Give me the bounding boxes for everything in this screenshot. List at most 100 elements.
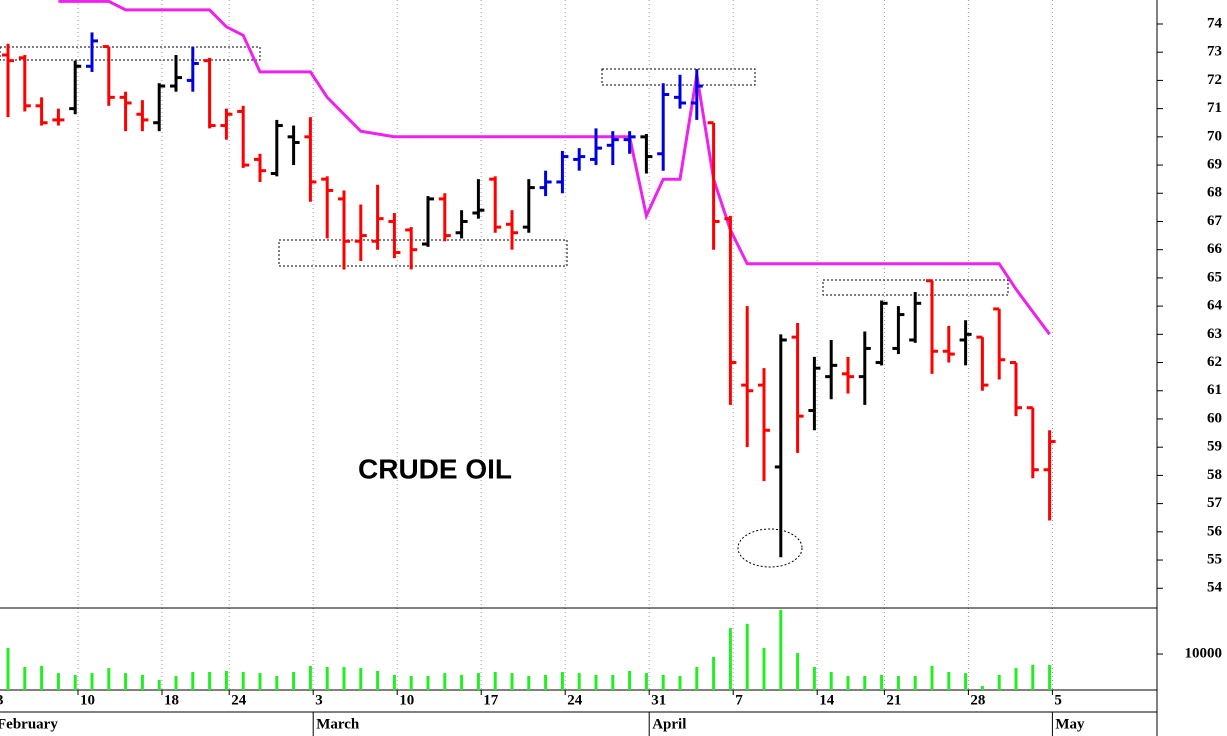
y-tick-label: 72	[1207, 72, 1222, 88]
indicator-line	[58, 0, 1051, 336]
volume-bar	[997, 674, 1001, 690]
x-tick-label: 14	[819, 692, 835, 708]
y-tick-label: 57	[1207, 495, 1223, 511]
month-label: February	[0, 716, 58, 732]
volume-bar	[728, 628, 732, 690]
volume-bar	[493, 672, 497, 690]
volume-bar	[1048, 664, 1052, 690]
annotation-box	[0, 46, 261, 61]
y-tick-label: 63	[1207, 326, 1222, 342]
volume-bar	[392, 674, 396, 690]
volume-bar	[812, 666, 816, 690]
volume-bar	[628, 670, 632, 690]
y-tick-label: 65	[1207, 269, 1222, 285]
volume-bar	[947, 672, 951, 690]
volume-bar	[527, 675, 531, 690]
volume-bar	[124, 673, 128, 690]
volume-bar	[443, 673, 447, 690]
volume-bar	[930, 665, 934, 690]
volume-bar	[964, 673, 968, 690]
volume-bar	[409, 675, 413, 690]
volume-bar	[208, 672, 212, 690]
volume-bar	[275, 675, 279, 690]
x-tick-label: 28	[970, 692, 985, 708]
volume-bar	[23, 666, 27, 690]
volume-bar	[829, 672, 833, 690]
volume-bar	[544, 674, 548, 690]
y-tick-label: 55	[1207, 551, 1222, 567]
month-label: March	[316, 716, 360, 732]
volume-bar	[224, 670, 228, 690]
y-tick-label: 73	[1207, 44, 1222, 60]
x-tick-label: 31	[651, 692, 666, 708]
volume-bar	[594, 674, 598, 690]
y-tick-label: 66	[1207, 241, 1223, 257]
volume-bar	[1014, 668, 1018, 690]
volume-bar	[174, 675, 178, 690]
volume-bar	[426, 675, 430, 690]
volume-bar	[308, 665, 312, 690]
volume-bar	[157, 679, 161, 690]
y-tick-label: 54	[1207, 580, 1223, 596]
volume-bar	[325, 666, 329, 690]
volume-bar	[712, 656, 716, 690]
month-label: May	[1055, 716, 1085, 732]
annotation-ellipse	[737, 528, 803, 568]
volume-bar	[745, 623, 749, 690]
volume-bar	[896, 675, 900, 690]
y-tick-label: 70	[1207, 128, 1222, 144]
x-tick-label: 3	[0, 692, 4, 708]
y-tick-label: 62	[1207, 354, 1222, 370]
y2-tick-label: 10000	[1185, 645, 1223, 661]
y-tick-label: 61	[1207, 382, 1222, 398]
volume-bar	[476, 673, 480, 690]
volume-bar	[6, 647, 10, 690]
volume-bar	[661, 674, 665, 690]
volume-bar	[342, 666, 346, 690]
y-tick-label: 58	[1207, 467, 1222, 483]
volume-bar	[980, 686, 984, 690]
volume-bar	[56, 673, 60, 690]
chart-title: CRUDE OIL	[358, 453, 512, 484]
y-tick-label: 74	[1207, 15, 1223, 31]
y-tick-label: 71	[1207, 100, 1222, 116]
x-tick-label: 18	[164, 692, 179, 708]
month-label: April	[652, 716, 686, 732]
volume-bar	[510, 673, 514, 690]
volume-bar	[846, 675, 850, 690]
y-tick-label: 69	[1207, 156, 1222, 172]
volume-bar	[695, 666, 699, 690]
x-tick-label: 3	[315, 692, 323, 708]
volume-bar	[762, 647, 766, 690]
volume-bar	[258, 673, 262, 690]
volume-bar	[40, 665, 44, 690]
x-tick-label: 10	[399, 692, 414, 708]
volume-bar	[880, 674, 884, 690]
volume-bar	[241, 672, 245, 690]
x-tick-label: 21	[886, 692, 901, 708]
x-tick-label: 7	[735, 692, 743, 708]
volume-bar	[292, 672, 296, 690]
x-tick-label: 10	[80, 692, 95, 708]
volume-bar	[376, 670, 380, 690]
volume-bar	[779, 609, 783, 690]
volume-bar	[107, 668, 111, 690]
volume-bar	[460, 674, 464, 690]
volume-bar	[913, 675, 917, 690]
grid	[77, 0, 1053, 690]
y-tick-label: 60	[1207, 410, 1222, 426]
y-tick-label: 67	[1207, 213, 1223, 229]
x-tick-label: 24	[567, 692, 583, 708]
y-tick-label: 68	[1207, 185, 1222, 201]
volume-bar	[73, 674, 77, 690]
volume-bar	[191, 672, 195, 690]
y-tick-label: 64	[1207, 298, 1223, 314]
volume-bar	[644, 673, 648, 690]
volume-bar	[611, 674, 615, 690]
volume-bar	[1031, 664, 1035, 690]
volume-bar	[359, 668, 363, 690]
x-tick-label: 5	[1054, 692, 1062, 708]
volume-bar	[140, 674, 144, 690]
x-tick-label: 24	[231, 692, 247, 708]
